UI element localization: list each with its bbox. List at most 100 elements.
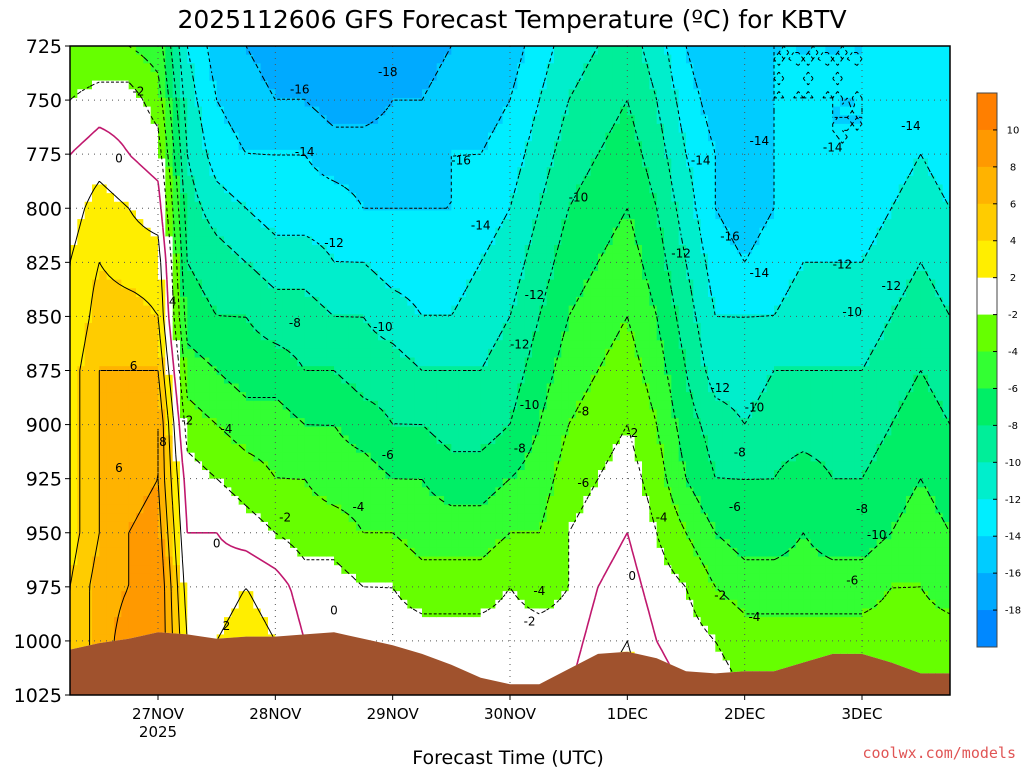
heat-cell (150, 201, 159, 212)
heat-cell (356, 573, 364, 584)
heat-cell (297, 513, 306, 523)
heat-cell (216, 556, 225, 566)
heat-cell (539, 184, 548, 194)
heat-cell (275, 625, 284, 636)
heat-cell (224, 236, 232, 246)
heat-cell (275, 46, 284, 56)
heat-cell (312, 219, 320, 229)
heat-cell (165, 227, 174, 237)
heat-cell (480, 71, 489, 82)
heat-cell (202, 625, 210, 636)
heat-cell (488, 167, 496, 177)
heat-cell (480, 487, 489, 497)
heat-cell (231, 418, 240, 428)
heat-cell (502, 487, 511, 497)
heat-cell (180, 366, 188, 376)
heat-cell (136, 504, 144, 514)
heat-cell (187, 495, 196, 506)
heat-cell (128, 452, 137, 462)
heat-cell (209, 115, 218, 125)
heat-cell (70, 193, 78, 203)
heat-cell (480, 63, 489, 73)
heat-cell (554, 193, 562, 203)
heat-cell (473, 521, 482, 532)
heat-cell (451, 236, 460, 246)
heat-cell (429, 106, 438, 116)
heat-cell (502, 348, 511, 359)
heat-cell (121, 314, 130, 324)
heat-cell (363, 426, 372, 436)
heat-cell (532, 115, 540, 125)
heat-cell (238, 236, 247, 246)
heat-cell (209, 444, 218, 454)
heat-cell (436, 322, 445, 333)
heat-cell (539, 530, 548, 540)
heat-cell (77, 210, 86, 220)
heat-cell (77, 262, 86, 272)
heat-cell (407, 210, 416, 220)
heat-cell (106, 149, 115, 160)
heat-cell (136, 470, 144, 480)
heat-cell (106, 418, 115, 428)
heat-cell (370, 71, 379, 82)
heat-cell (524, 149, 533, 160)
heat-cell (253, 340, 262, 350)
heat-cell (268, 565, 276, 575)
heat-cell (495, 340, 504, 350)
heat-cell (334, 478, 342, 488)
heat-cell (414, 539, 423, 549)
heat-cell (348, 106, 357, 116)
heat-cell (326, 54, 335, 64)
heat-cell (356, 314, 364, 324)
heat-cell (275, 175, 284, 186)
heat-cell (253, 115, 262, 125)
heat-cell (429, 227, 438, 237)
heat-cell (400, 132, 408, 142)
heat-cell (158, 184, 166, 194)
heat-cell (466, 383, 474, 393)
heat-cell (282, 478, 291, 488)
heat-cell (312, 227, 320, 237)
heat-cell (363, 270, 372, 281)
heat-cell (407, 80, 416, 90)
heat-cell (451, 175, 460, 186)
heat-cell (466, 175, 474, 186)
heat-cell (363, 392, 372, 402)
heat-cell (297, 270, 306, 281)
heat-cell (517, 435, 526, 445)
heat-cell (480, 374, 489, 385)
heat-cell (546, 123, 555, 134)
heat-cell (304, 521, 313, 532)
heat-cell (99, 426, 108, 436)
heat-cell (202, 418, 210, 428)
heat-cell (326, 608, 335, 618)
heat-cell (385, 599, 394, 610)
heat-cell (326, 426, 335, 436)
heat-cell (238, 478, 247, 488)
heat-cell (495, 660, 504, 670)
heat-cell (436, 357, 445, 367)
heat-cell (224, 565, 232, 575)
heat-cell (253, 591, 262, 601)
heat-cell (121, 175, 130, 186)
heat-cell (356, 478, 364, 488)
heat-cell (414, 392, 423, 402)
heat-cell (304, 149, 313, 160)
heat-cell (444, 97, 452, 108)
heat-cell (473, 141, 482, 151)
heat-cell (495, 470, 504, 480)
heat-cell (466, 158, 474, 168)
heat-cell (216, 547, 225, 558)
heat-cell (348, 322, 357, 333)
heat-cell (297, 530, 306, 540)
heat-cell (282, 80, 291, 90)
heat-cell (187, 340, 196, 350)
heat-cell (143, 149, 152, 160)
heat-cell (334, 409, 342, 419)
heat-cell (92, 63, 100, 73)
heat-cell (385, 400, 394, 411)
heat-cell (150, 357, 159, 367)
heat-cell (209, 158, 218, 168)
heat-cell (275, 340, 284, 350)
heat-cell (282, 530, 291, 540)
